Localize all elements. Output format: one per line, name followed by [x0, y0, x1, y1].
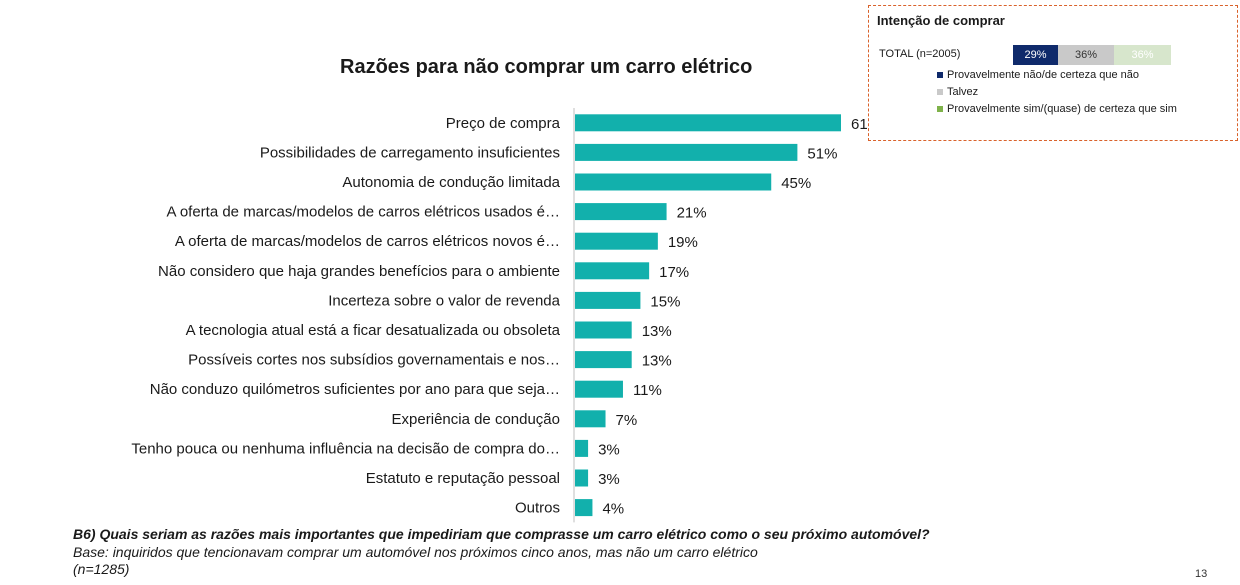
- category-label: Estatuto e reputação pessoal: [366, 470, 560, 487]
- bar: [575, 173, 772, 191]
- data-label: 13%: [642, 353, 672, 370]
- stack-segment-yes: 36%: [1114, 45, 1171, 65]
- data-label: 15%: [650, 293, 680, 310]
- category-label: Tenho pouca ou nenhuma influência na dec…: [131, 440, 560, 457]
- category-label: A oferta de marcas/modelos de carros elé…: [175, 233, 560, 250]
- bar: [575, 143, 798, 161]
- data-label: 7%: [616, 412, 638, 429]
- category-label: A oferta de marcas/modelos de carros elé…: [166, 204, 560, 221]
- data-label: 21%: [677, 205, 707, 222]
- bar: [575, 410, 606, 428]
- legend-swatch-maybe: [937, 89, 943, 95]
- legend-swatch-yes: [937, 106, 943, 112]
- legend-label-no: Provavelmente não/de certeza que não: [947, 69, 1140, 81]
- data-label: 3%: [598, 441, 620, 458]
- bar: [575, 291, 641, 309]
- legend-swatch-no: [937, 72, 943, 78]
- bar: [575, 469, 589, 487]
- data-label: 11%: [633, 382, 662, 399]
- bar: [575, 203, 667, 221]
- bar: [575, 351, 632, 369]
- category-label: Não conduzo quilómetros suficientes por …: [150, 381, 560, 398]
- bar: [575, 321, 632, 339]
- data-label: 13%: [642, 323, 672, 340]
- bar: [575, 232, 658, 250]
- legend-item-maybe: Talvez: [937, 86, 978, 98]
- stack-segment-no: 29%: [1013, 45, 1058, 65]
- survey-question: B6) Quais seriam as razões mais importan…: [73, 526, 930, 542]
- category-label: Autonomia de condução limitada: [342, 174, 560, 191]
- total-label: TOTAL (n=2005): [879, 48, 961, 60]
- data-label: 51%: [807, 145, 837, 162]
- data-label: 3%: [598, 471, 620, 488]
- legend-item-yes: Provavelmente sim/(quase) de certeza que…: [937, 103, 1177, 115]
- category-label: A tecnologia atual está a ficar desatual…: [186, 322, 561, 339]
- survey-base: Base: inquiridos que tencionavam comprar…: [73, 544, 758, 577]
- category-label: Outros: [515, 500, 560, 517]
- category-label: Incerteza sobre o valor de revenda: [328, 292, 560, 309]
- stack-segment-maybe: 36%: [1058, 45, 1114, 65]
- category-label: Preço de compra: [446, 115, 561, 132]
- bar: [575, 499, 593, 517]
- chart-title: Razões para não comprar um carro elétric…: [340, 56, 753, 78]
- bar: [575, 114, 841, 132]
- legend-title: Intenção de comprar: [877, 13, 1005, 28]
- data-label: 45%: [781, 175, 811, 192]
- legend-label-maybe: Talvez: [947, 86, 979, 98]
- category-label: Possíveis cortes nos subsídios govername…: [188, 352, 560, 369]
- category-label: Não considero que haja grandes benefício…: [158, 263, 560, 280]
- page-number: 13: [1195, 568, 1208, 580]
- data-label: 19%: [668, 234, 698, 251]
- bar: [575, 262, 650, 280]
- data-label: 4%: [602, 501, 624, 518]
- legend-item-no: Provavelmente não/de certeza que não: [937, 69, 1139, 81]
- category-label: Experiência de condução: [392, 411, 560, 428]
- legend-label-yes: Provavelmente sim/(quase) de certeza que…: [947, 103, 1177, 115]
- category-label: Possibilidades de carregamento insuficie…: [260, 144, 560, 161]
- bar: [575, 439, 589, 457]
- data-label: 17%: [659, 264, 689, 281]
- bar: [575, 380, 623, 398]
- purchase-intention-panel: Intenção de comprar TOTAL (n=2005) 29% 3…: [868, 5, 1238, 141]
